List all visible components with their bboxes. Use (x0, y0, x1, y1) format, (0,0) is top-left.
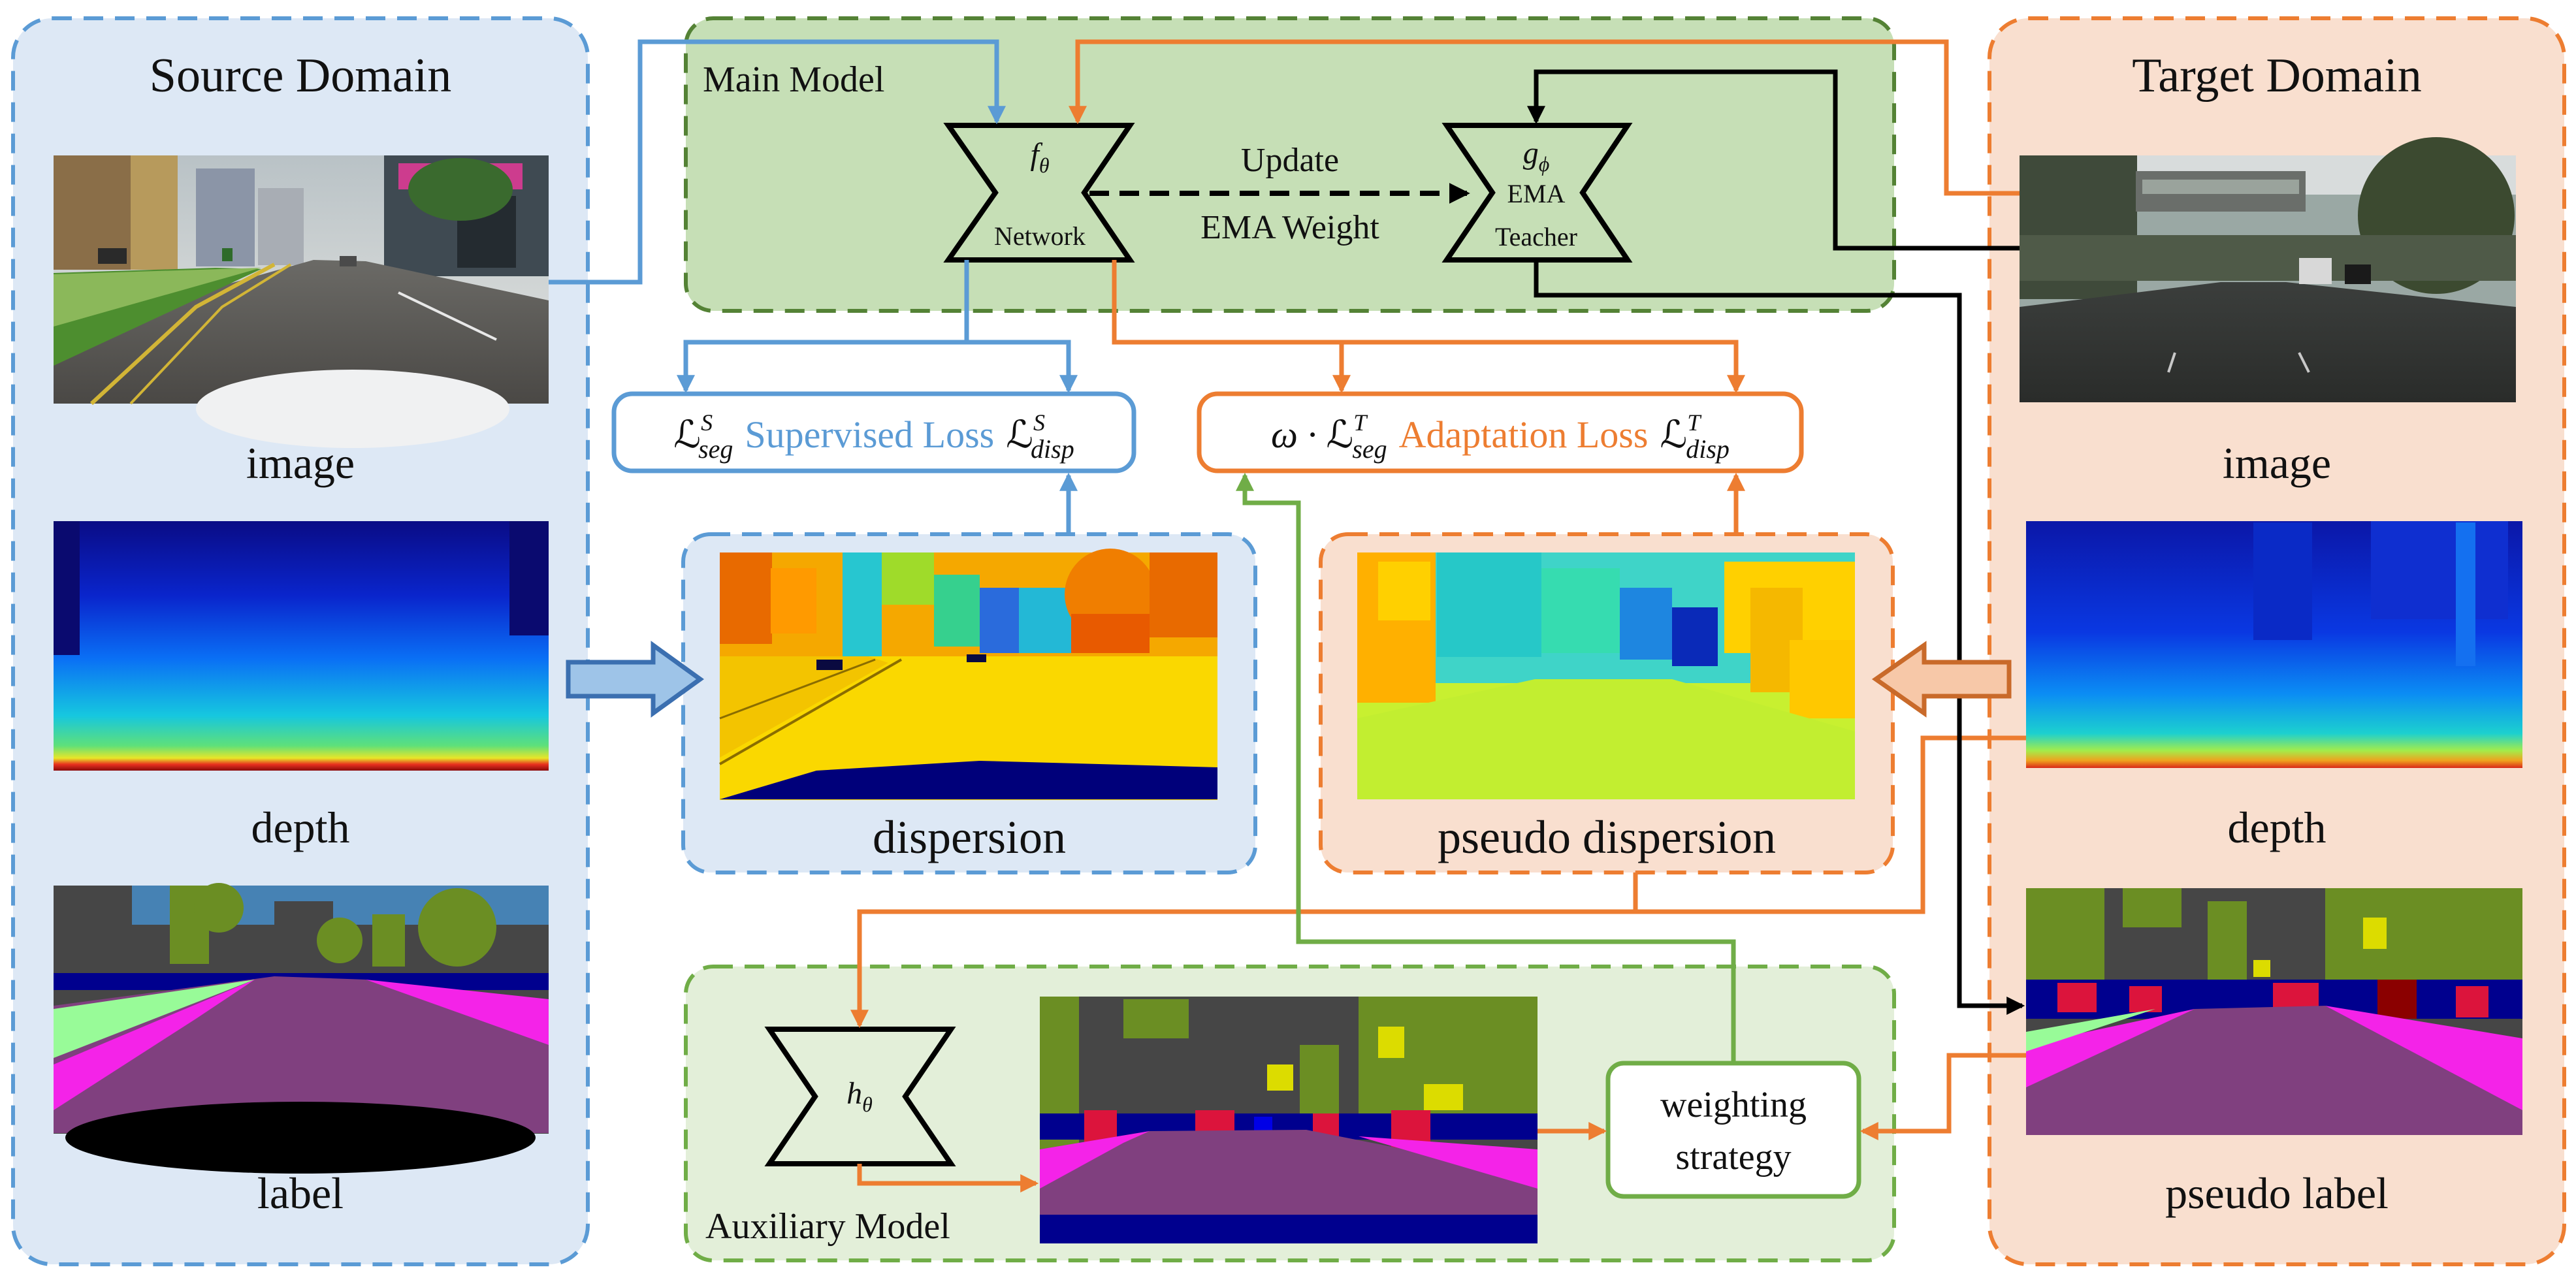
target-image-to-network-arrow (1069, 39, 2020, 196)
adaptation-loss-label: ω · ℒT seg Adaptation Loss ℒT disp (1271, 409, 1730, 464)
weighting-strategy-line1: weighting (1660, 1085, 1807, 1125)
dispersion-map (719, 549, 1217, 800)
target-pseudo-label-map (2026, 888, 2522, 1135)
target-depth-caption: depth (2227, 803, 2326, 852)
target-image (2020, 137, 2516, 402)
adaptation-loss-box (1197, 391, 1804, 473)
network-to-supervised-loss-arrow-right (967, 340, 1078, 394)
pseudo-dispersion-map (1357, 552, 1855, 799)
supervised-disp-loss-term: ℒS disp (1006, 409, 1074, 464)
ema-weight-label: EMA Weight (1200, 209, 1379, 246)
target-image-to-teacher-arrow (1527, 69, 2020, 251)
target-to-pseudo-dispersion-block-arrow (1871, 641, 2012, 718)
source-image-caption: image (246, 438, 355, 488)
auxiliary-segmentation-output (1040, 997, 1538, 1243)
student-network-symbol: fθ (1030, 137, 1049, 177)
teacher-to-pseudo-label-arrow (1534, 260, 2025, 1015)
adaptation-seg-loss-term: ω · ℒT seg (1271, 409, 1387, 464)
pseudo-dispersion-to-aux-network-arrow (850, 872, 1638, 1029)
ema-update-label: Update (1241, 142, 1339, 179)
source-depth-caption: depth (251, 803, 349, 852)
target-domain-title: Target Domain (2132, 49, 2422, 103)
auxiliary-model-title: Auxiliary Model (705, 1206, 950, 1247)
source-label-map (54, 883, 549, 1174)
pseudo-label-to-weighting-arrow (1860, 1053, 2026, 1140)
source-domain-title: Source Domain (150, 49, 451, 103)
weighting-to-adaptation-loss-arrow (1236, 472, 1736, 1063)
adaptation-disp-loss-term: ℒT disp (1660, 409, 1730, 464)
main-model-title: Main Model (703, 59, 884, 100)
supervised-loss-label: ℒS seg Supervised Loss ℒS disp (673, 409, 1074, 464)
network-to-adaptation-loss-arrow-right (1342, 340, 1745, 394)
aux-network-to-output-arrow (857, 1164, 1039, 1192)
supervised-loss-box (611, 391, 1136, 473)
student-network-hourglass (943, 123, 1135, 263)
target-pseudo-label-caption: pseudo label (2165, 1168, 2389, 1218)
student-network-label: Network (994, 221, 1086, 251)
ema-teacher-symbol: gϕ (1523, 136, 1550, 176)
auxiliary-network-symbol: hθ (846, 1076, 873, 1116)
ema-teacher-label-line1: EMA (1507, 179, 1566, 208)
target-depth-map (2026, 521, 2522, 768)
dispersion-caption: dispersion (873, 811, 1066, 863)
pseudo-dispersion-caption: pseudo dispersion (1438, 811, 1776, 863)
target-image-caption: image (2223, 438, 2331, 488)
source-image-to-network-arrow (549, 39, 1006, 285)
source-label-caption: label (257, 1168, 344, 1218)
target-depth-to-aux-network-arrow (1635, 735, 2026, 914)
network-to-adaptation-loss-arrow (1112, 260, 1351, 394)
ema-teacher-label-line2: Teacher (1495, 222, 1577, 251)
source-depth-map (54, 521, 549, 771)
auxiliary-network-hourglass (764, 1027, 956, 1166)
ema-teacher-hourglass (1441, 123, 1633, 263)
source-to-dispersion-block-arrow (566, 641, 704, 718)
network-to-supervised-loss-arrow (677, 260, 969, 394)
supervised-seg-loss-term: ℒS seg (673, 409, 733, 464)
source-image (54, 155, 549, 448)
weighting-strategy-line2: strategy (1675, 1137, 1791, 1177)
